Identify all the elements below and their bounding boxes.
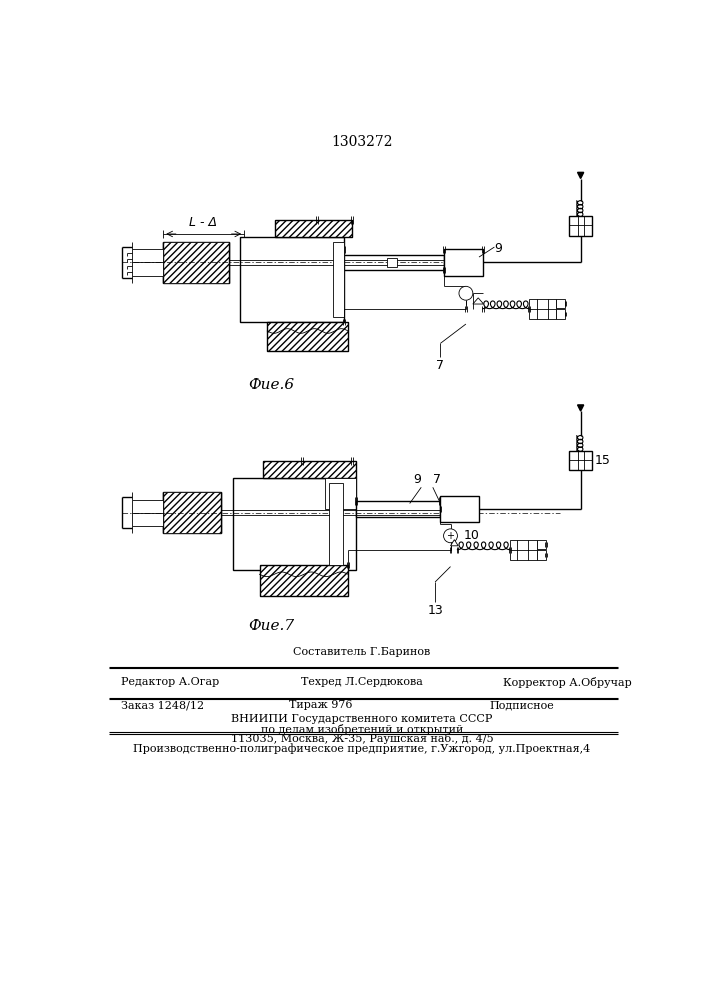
Text: 9: 9 <box>414 473 421 486</box>
Bar <box>556 299 565 308</box>
Bar <box>333 242 344 317</box>
Bar <box>233 478 356 570</box>
Polygon shape <box>450 540 458 546</box>
Bar <box>325 478 356 509</box>
Polygon shape <box>578 405 584 411</box>
Circle shape <box>459 286 473 300</box>
Bar <box>163 242 229 283</box>
Text: 9: 9 <box>494 242 502 255</box>
Text: Фие.7: Фие.7 <box>248 619 294 633</box>
Text: Тираж 976: Тираж 976 <box>289 700 353 710</box>
Bar <box>275 220 352 237</box>
Text: 7: 7 <box>436 359 445 372</box>
Bar <box>259 565 348 596</box>
Bar <box>132 500 163 526</box>
Text: Заказ 1248/12: Заказ 1248/12 <box>121 700 204 710</box>
Text: Редактор А.Огар: Редактор А.Огар <box>121 677 219 687</box>
Text: ВНИИПИ Государственного комитета СССР: ВНИИПИ Государственного комитета СССР <box>231 714 493 724</box>
Text: Техред Л.Сердюкова: Техред Л.Сердюкова <box>301 677 423 687</box>
Bar <box>163 492 221 533</box>
Text: по делам изобретений и открытий: по делам изобретений и открытий <box>261 724 463 735</box>
Bar <box>356 501 440 517</box>
Bar <box>510 540 537 560</box>
Bar <box>387 258 397 267</box>
Bar <box>344 255 444 270</box>
Text: 113035, Москва, Ж-35, Раушская наб., д. 4/5: 113035, Москва, Ж-35, Раушская наб., д. … <box>230 733 493 744</box>
Bar <box>267 322 348 351</box>
Bar <box>569 216 592 235</box>
Text: 10: 10 <box>464 529 479 542</box>
Text: L - Δ: L - Δ <box>189 216 217 229</box>
Bar <box>264 461 356 478</box>
Bar <box>163 242 229 283</box>
Bar <box>556 309 565 319</box>
Text: +: + <box>447 531 455 541</box>
Bar <box>329 483 343 565</box>
Bar <box>267 322 348 351</box>
Circle shape <box>443 529 457 543</box>
Bar <box>440 496 479 522</box>
Bar <box>537 540 546 549</box>
Bar <box>259 565 348 596</box>
Polygon shape <box>473 298 484 304</box>
Text: Производственно-полиграфическое предприятие, г.Ужгород, ул.Проектная,4: Производственно-полиграфическое предприя… <box>134 744 590 754</box>
Text: Подписное: Подписное <box>489 700 554 710</box>
Bar <box>163 492 221 533</box>
Bar <box>240 237 344 322</box>
Text: Фие.6: Фие.6 <box>248 378 294 392</box>
Bar <box>529 299 556 319</box>
Text: 15: 15 <box>595 454 610 467</box>
Bar <box>444 249 483 276</box>
Polygon shape <box>578 172 584 179</box>
Text: Корректор А.Обручар: Корректор А.Обручар <box>503 677 632 688</box>
Bar <box>275 220 352 237</box>
Text: 1303272: 1303272 <box>331 135 392 149</box>
Bar <box>569 451 592 470</box>
Text: Составитель Г.Баринов: Составитель Г.Баринов <box>293 647 431 657</box>
Text: 7: 7 <box>433 473 440 486</box>
Bar <box>264 461 356 478</box>
Bar <box>537 550 546 560</box>
Bar <box>132 249 163 276</box>
Text: 13: 13 <box>427 604 443 617</box>
